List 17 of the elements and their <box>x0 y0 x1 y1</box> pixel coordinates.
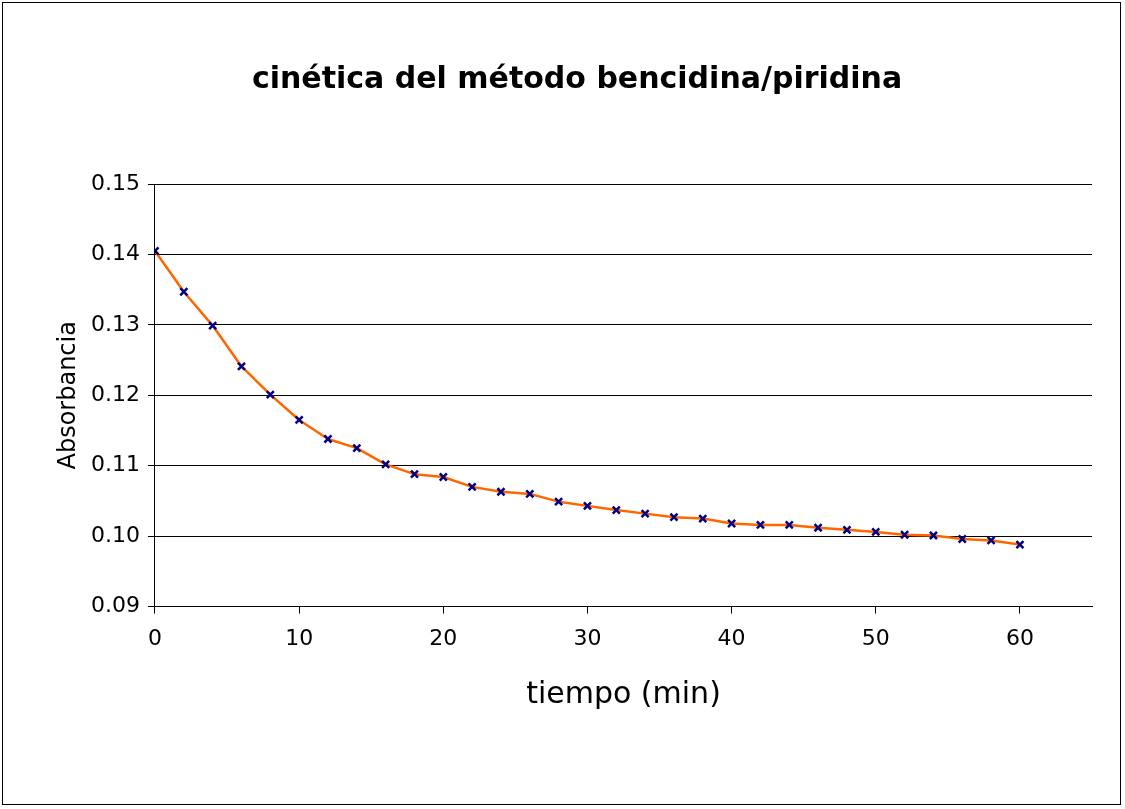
y-tick-label: 0.11 <box>91 451 140 477</box>
y-tick-label: 0.13 <box>91 310 140 336</box>
x-tick-label: 40 <box>717 624 746 650</box>
y-tick-label: 0.14 <box>91 240 140 266</box>
x-axis-title: tiempo (min) <box>526 675 721 710</box>
x-tick-label: 50 <box>861 624 890 650</box>
y-tick-label: 0.09 <box>91 592 140 618</box>
chart-title: cinética del método bencidina/piridina <box>251 60 903 95</box>
y-tick-label: 0.15 <box>91 169 140 195</box>
y-tick-label: 0.10 <box>91 521 140 547</box>
y-axis-title: Absorbancia <box>53 321 81 470</box>
x-tick-label: 10 <box>285 624 314 650</box>
x-tick-label: 0 <box>147 624 162 650</box>
x-tick-label: 30 <box>573 624 602 650</box>
y-tick-label: 0.12 <box>91 381 140 407</box>
x-tick-label: 60 <box>1005 624 1034 650</box>
x-tick-label: 20 <box>429 624 458 650</box>
